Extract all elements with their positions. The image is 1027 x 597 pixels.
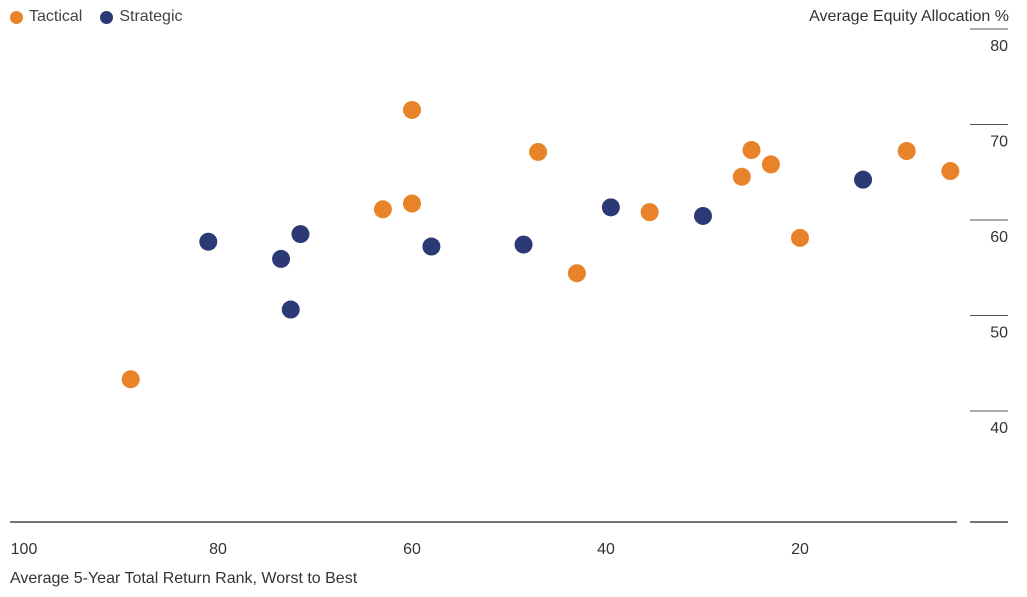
data-point-tactical <box>732 167 751 186</box>
data-point-tactical <box>529 142 548 161</box>
legend-label-strategic: Strategic <box>119 8 183 25</box>
x-tick-label: 80 <box>209 541 227 558</box>
x-axis-title: Average 5-Year Total Return Rank, Worst … <box>10 570 358 587</box>
data-point-strategic <box>694 206 712 225</box>
y-tick-label: 40 <box>990 420 1008 437</box>
data-point-strategic <box>422 237 441 256</box>
x-tick-label: 20 <box>791 541 809 558</box>
data-point-tactical <box>403 194 421 213</box>
data-point-tactical <box>640 203 659 222</box>
x-tick-label: 40 <box>597 541 615 558</box>
y-tick-label: 60 <box>990 229 1008 246</box>
data-point-tactical <box>567 264 586 283</box>
data-point-strategic <box>291 225 310 244</box>
data-point-strategic <box>281 300 300 319</box>
y-tick-label: 80 <box>990 38 1008 55</box>
x-tick-label: 60 <box>403 541 421 558</box>
data-point-strategic <box>854 170 873 189</box>
data-point-strategic <box>601 198 620 217</box>
y-axis-title: Average Equity Allocation % <box>809 8 1009 25</box>
y-tick-label: 50 <box>990 325 1008 342</box>
data-point-strategic <box>199 232 218 251</box>
data-point-tactical <box>403 100 421 119</box>
data-point-tactical <box>373 200 392 219</box>
legend: Tactical Strategic <box>10 8 183 26</box>
legend-item-strategic: Strategic <box>100 8 183 26</box>
data-point-tactical <box>742 141 761 160</box>
data-point-strategic <box>514 235 533 254</box>
legend-label-tactical: Tactical <box>29 8 83 25</box>
data-point-tactical <box>941 162 960 181</box>
data-point-tactical <box>897 142 916 161</box>
legend-swatch-tactical <box>10 10 23 24</box>
legend-swatch-strategic <box>100 10 114 24</box>
x-tick-label: 100 <box>11 541 38 558</box>
data-point-tactical <box>791 228 809 247</box>
data-point-tactical <box>121 370 140 389</box>
data-point-tactical <box>761 155 780 174</box>
legend-item-tactical: Tactical <box>10 8 82 26</box>
data-point-strategic <box>272 249 291 268</box>
y-tick-label: 70 <box>990 134 1008 151</box>
